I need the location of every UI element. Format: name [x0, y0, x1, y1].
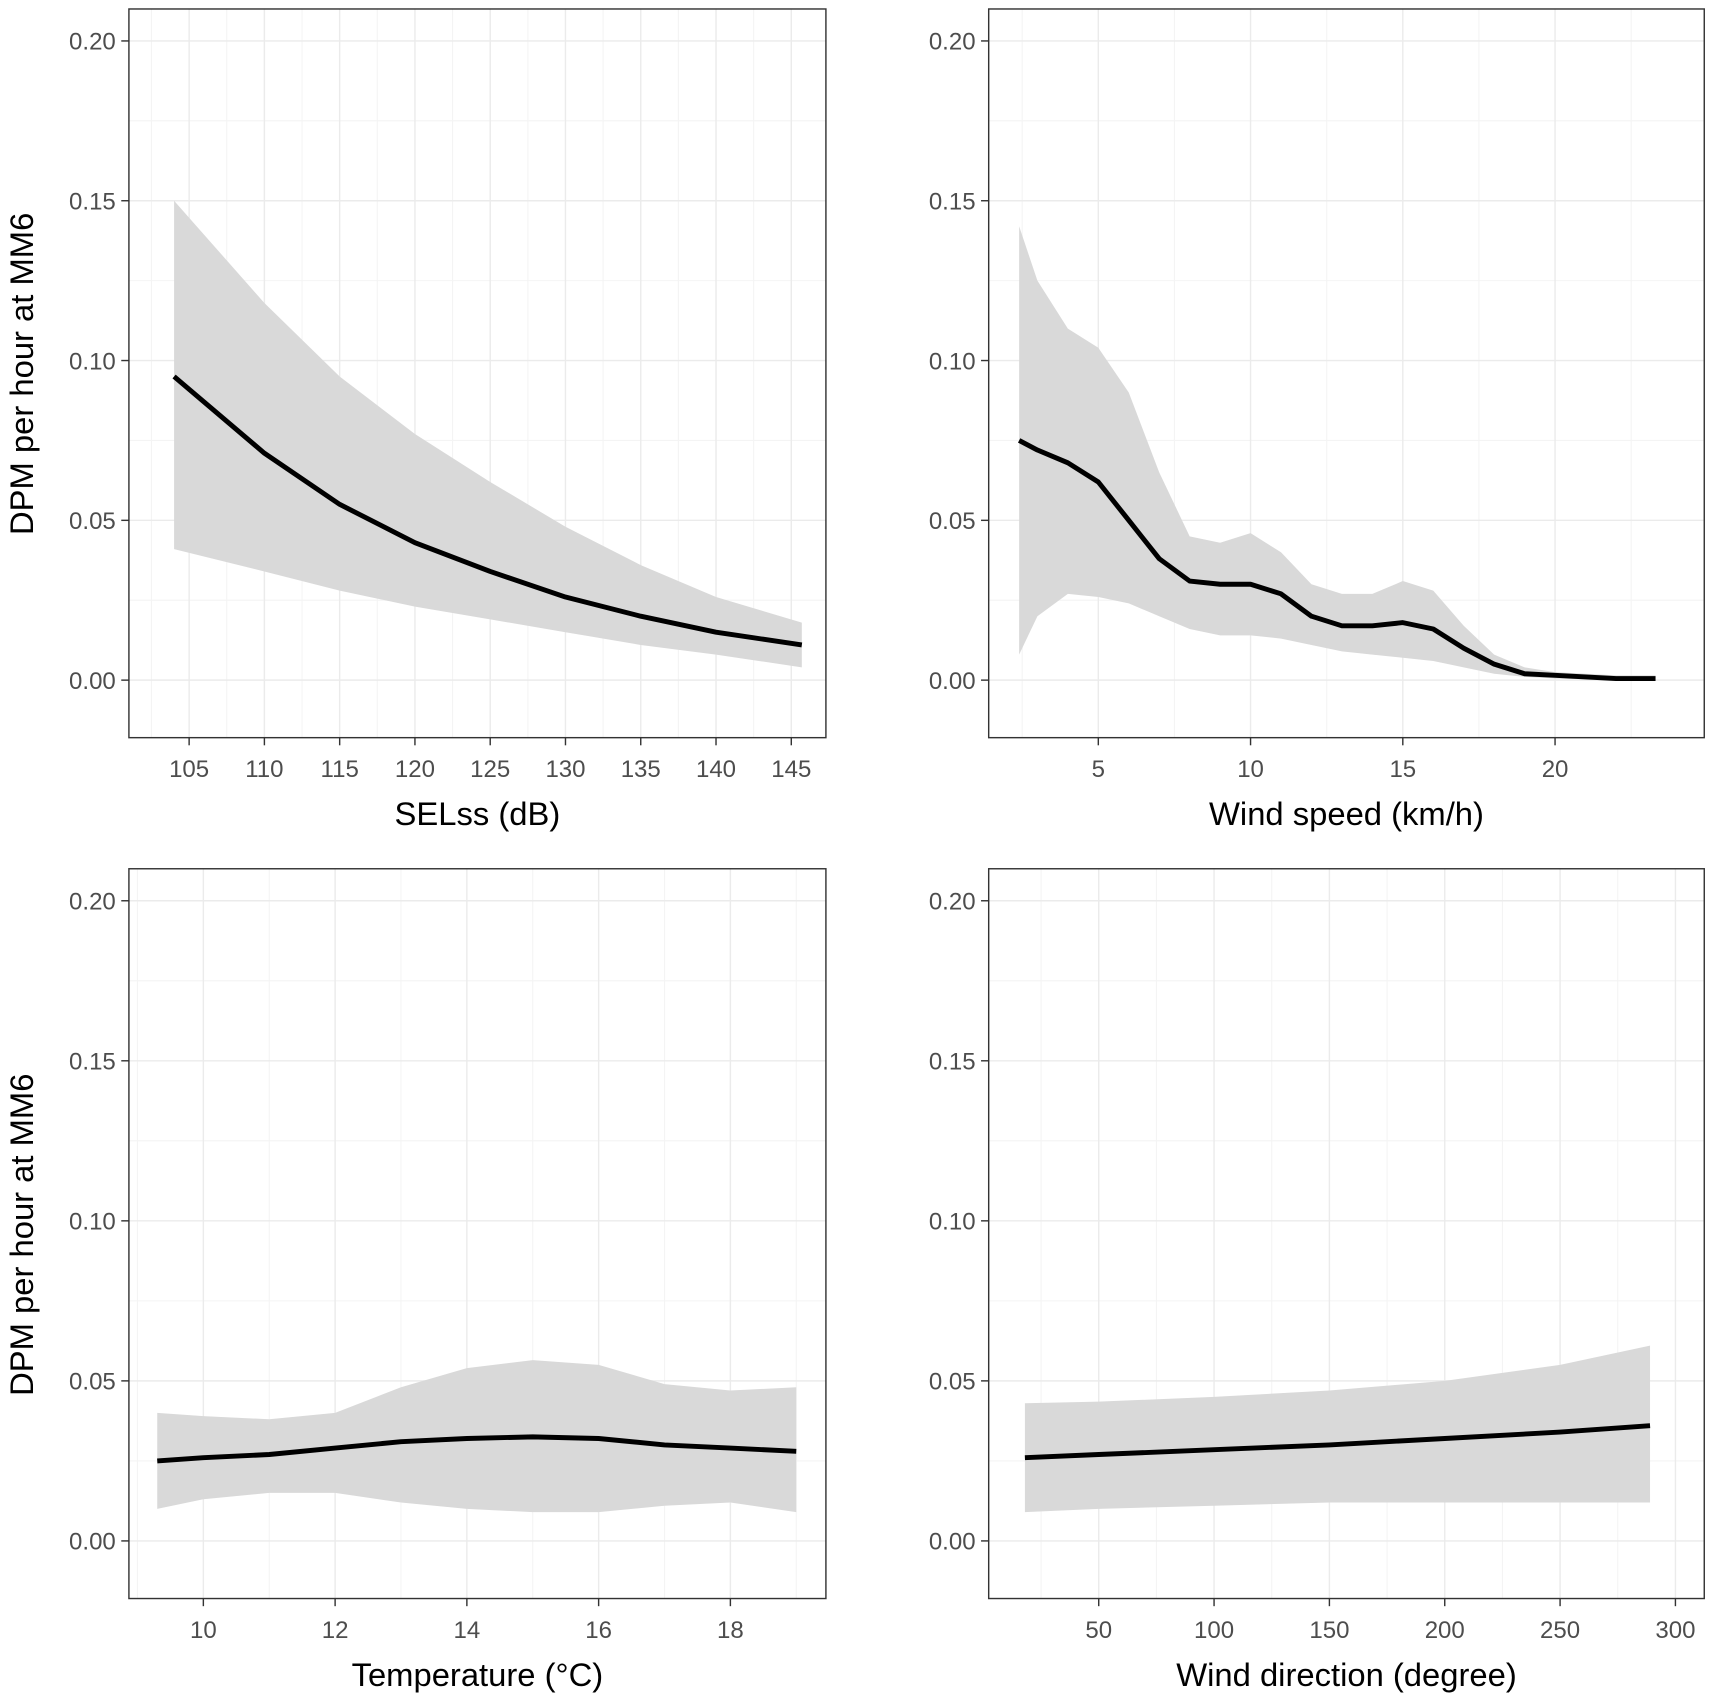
x-axis-label: Temperature (°C) [352, 1656, 604, 1693]
y-tick-label: 0.05 [929, 508, 976, 535]
x-tick-label: 250 [1540, 1617, 1580, 1644]
y-tick-label: 0.00 [929, 1529, 976, 1556]
x-tick-label: 14 [454, 1617, 481, 1644]
x-tick-label: 12 [322, 1617, 349, 1644]
x-tick-label: 200 [1425, 1617, 1465, 1644]
y-tick-label: 0.20 [69, 889, 116, 916]
confidence-band [1019, 226, 1656, 681]
y-tick-label: 0.20 [69, 29, 116, 56]
panel-border [128, 868, 827, 1600]
fitted-line [157, 1434, 797, 1464]
y-axis-label: DPM per hour at MM6 [3, 213, 40, 535]
panel-windspeed: 0.00 0.05 0.10 0.15 0.20 5 10 15 20 Wind speed (k… [929, 8, 1705, 832]
y-tick-label: 0.00 [69, 668, 116, 695]
x-tick-label: 10 [1237, 756, 1264, 783]
x-tick-label: 110 [245, 756, 283, 783]
x-tick-label: 50 [1085, 1617, 1112, 1644]
confidence-band [1024, 1345, 1651, 1513]
panel-temperature: 0.00 0.05 0.10 0.15 0.20 10 12 14 16 18 Temperatur… [3, 868, 827, 1693]
y-tick-label: 0.10 [69, 348, 116, 375]
panel-winddirection: 0.00 0.05 0.10 0.15 0.20 50 100 150 200 250 300 Win… [929, 868, 1705, 1693]
x-tick-label: 135 [621, 756, 661, 783]
y-tick-label: 0.15 [69, 1049, 116, 1076]
y-tick-label: 0.00 [69, 1529, 116, 1556]
y-tick-label: 0.15 [929, 1049, 976, 1076]
y-tick-label: 0.10 [69, 1209, 116, 1236]
x-axis-label: Wind direction (degree) [1176, 1656, 1517, 1693]
panel-border [987, 868, 1705, 1600]
x-axis-label: SELss (dB) [395, 795, 561, 832]
x-axis-label: Wind speed (km/h) [1209, 795, 1484, 832]
panel-selss: 0.00 0.05 0.10 0.15 0.20 105 110 115 120 125 130 13… [3, 8, 827, 832]
y-tick-label: 0.10 [929, 1209, 976, 1236]
y-tick-label: 0.05 [69, 508, 116, 535]
x-tick-label: 125 [470, 756, 510, 783]
x-tick-label: 300 [1655, 1617, 1695, 1644]
panel-border [987, 8, 1705, 739]
x-tick-label: 105 [169, 756, 209, 783]
x-tick-label: 18 [717, 1617, 744, 1644]
y-tick-label: 0.15 [69, 188, 116, 215]
x-tick-label: 10 [190, 1617, 217, 1644]
fitted-line [1017, 438, 1656, 681]
y-axis-label: DPM per hour at MM6 [3, 1074, 40, 1396]
x-tick-label: 5 [1092, 756, 1105, 783]
fitted-line [172, 374, 803, 648]
x-tick-label: 145 [771, 756, 811, 783]
y-tick-label: 0.10 [929, 348, 976, 375]
y-tick-label: 0.05 [69, 1369, 116, 1396]
y-tick-label: 0.15 [929, 188, 976, 215]
x-tick-label: 140 [696, 756, 736, 783]
x-tick-label: 120 [395, 756, 435, 783]
x-tick-label: 150 [1309, 1617, 1349, 1644]
panel-border [128, 8, 827, 739]
y-tick-label: 0.05 [929, 1369, 976, 1396]
x-tick-label: 115 [321, 756, 359, 783]
x-tick-label: 15 [1389, 756, 1416, 783]
x-tick-label: 16 [585, 1617, 612, 1644]
x-tick-label: 130 [545, 756, 585, 783]
confidence-band [174, 200, 802, 668]
x-tick-label: 100 [1194, 1617, 1234, 1644]
y-tick-label: 0.00 [929, 668, 976, 695]
y-tick-label: 0.20 [929, 29, 976, 56]
fitted-line [1024, 1423, 1651, 1461]
x-tick-label: 20 [1542, 756, 1569, 783]
y-tick-label: 0.20 [929, 889, 976, 916]
